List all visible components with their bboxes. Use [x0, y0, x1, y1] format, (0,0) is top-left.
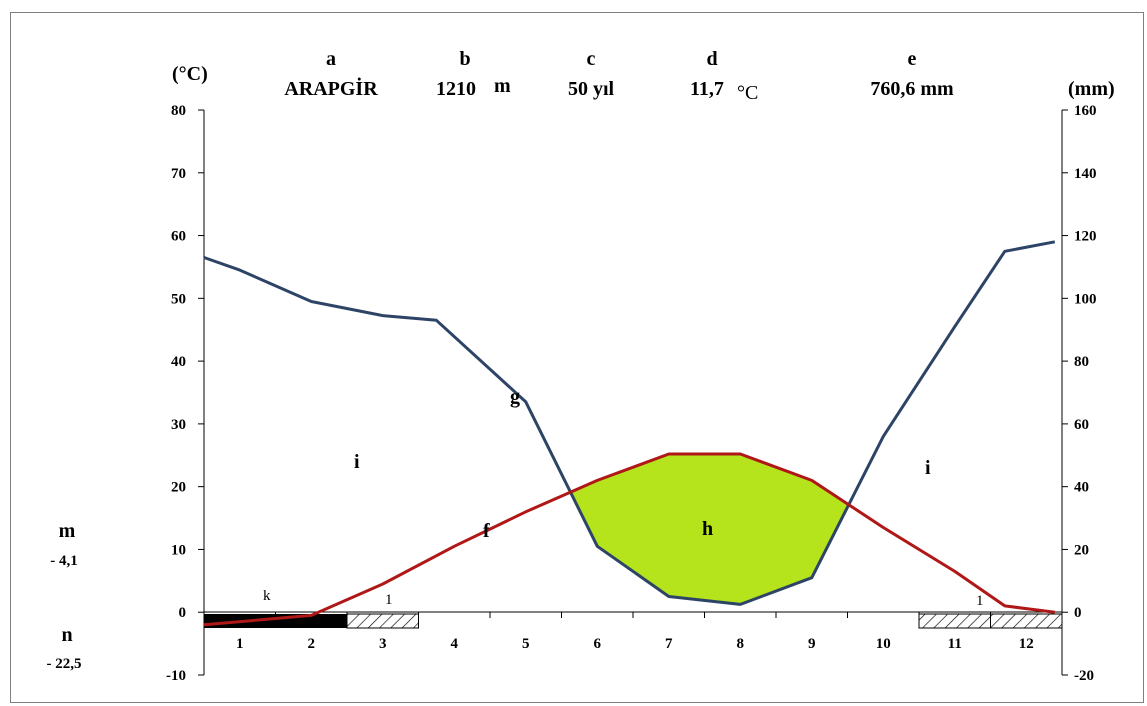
annual-precipitation: 760,6 mm	[870, 78, 954, 100]
label-l-left: 1	[385, 592, 393, 608]
header-letter-a: a	[326, 48, 336, 70]
header-letter-b: b	[459, 48, 470, 70]
label-i-right: i	[925, 457, 931, 479]
frost-bar-certain	[204, 614, 347, 628]
station-name: ARAPGİR	[284, 76, 378, 100]
mean-temperature-value: 11,7	[690, 78, 724, 100]
elevation-unit: m	[494, 75, 511, 97]
month-label: 2	[308, 636, 316, 652]
label-m: m	[59, 520, 76, 542]
precipitation-line	[203, 240, 1056, 606]
right-axis-ticks: -20 0 20 40 60 80 100 120 140 160	[1062, 103, 1097, 684]
label-f: f	[483, 520, 490, 542]
left-axis-unit: (°C)	[172, 63, 208, 85]
label-l-right: 1	[976, 593, 984, 609]
value-n: - 22,5	[47, 656, 82, 672]
right-tick-label: 60	[1074, 417, 1089, 433]
label-i-left: i	[354, 451, 360, 473]
month-label: 11	[948, 636, 962, 652]
left-tick-label: 50	[171, 291, 186, 307]
left-tick-label: 80	[171, 103, 186, 119]
right-tick-label: 120	[1074, 229, 1097, 245]
observation-years: 50 yıl	[568, 78, 615, 100]
left-tick-label: 10	[171, 542, 186, 558]
right-tick-label: 100	[1074, 291, 1097, 307]
month-label: 8	[737, 636, 745, 652]
right-tick-label: 160	[1074, 103, 1097, 119]
month-label: 10	[876, 636, 891, 652]
month-label: 6	[594, 636, 602, 652]
frost-bars	[204, 613, 1063, 629]
frost-bar-probable	[990, 613, 1063, 629]
header-letter-d: d	[706, 48, 717, 70]
left-tick-label: 60	[171, 229, 186, 245]
right-tick-label: 40	[1074, 480, 1089, 496]
month-label: 1	[236, 636, 244, 652]
month-label: 5	[522, 636, 530, 652]
right-tick-label: -20	[1074, 668, 1094, 684]
month-label: 7	[665, 636, 673, 652]
right-tick-label: 20	[1074, 542, 1089, 558]
left-axis-ticks: -10 0 10 20 30 40 50 60 70 80	[166, 103, 204, 684]
month-label: 12	[1019, 636, 1034, 652]
label-h: h	[702, 518, 713, 540]
left-tick-label: 0	[179, 605, 187, 621]
left-tick-label: 20	[171, 480, 186, 496]
left-tick-label: 40	[171, 354, 186, 370]
frost-bar-probable	[918, 613, 991, 629]
humid-period-area	[571, 454, 848, 605]
value-m: - 4,1	[50, 553, 78, 569]
frost-bar-probable	[346, 613, 419, 629]
month-label: 4	[451, 636, 459, 652]
right-tick-label: 80	[1074, 354, 1089, 370]
elevation-value: 1210	[436, 78, 476, 100]
left-tick-label: -10	[166, 668, 186, 684]
chart-border	[10, 12, 1144, 703]
right-tick-label: 140	[1074, 166, 1097, 182]
temperature-line	[203, 452, 1055, 627]
month-label: 3	[379, 636, 387, 652]
right-axis-unit: (mm)	[1068, 78, 1115, 100]
mean-temperature-unit: °C	[737, 82, 758, 104]
left-tick-label: 30	[171, 417, 186, 433]
label-g: g	[510, 386, 520, 408]
label-n: n	[61, 624, 72, 646]
label-k: k	[263, 588, 271, 604]
right-tick-label: 0	[1074, 605, 1082, 621]
header-letter-c: c	[587, 48, 596, 70]
month-label: 9	[808, 636, 816, 652]
left-tick-label: 70	[171, 166, 186, 182]
header-letter-e: e	[908, 48, 917, 70]
